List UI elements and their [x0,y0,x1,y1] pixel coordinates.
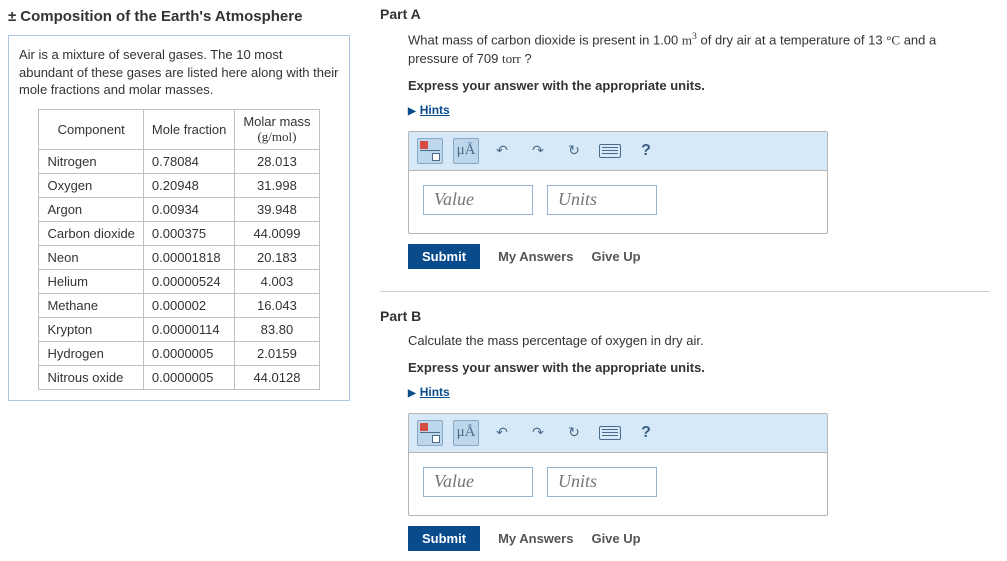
cell-molarmass: 28.013 [235,149,319,173]
cell-molarmass: 20.183 [235,245,319,269]
sidebar-title[interactable]: ±Composition of the Earth's Atmosphere [8,8,350,25]
part-a-toolbar: μÅ ↶ ↷ ↻ ? [409,132,827,171]
part-b-question: Calculate the mass percentage of oxygen … [408,332,990,350]
cell-molefraction: 0.78084 [143,149,234,173]
undo-icon[interactable]: ↶ [489,138,515,164]
part-a-instruct: Express your answer with the appropriate… [408,78,990,93]
part-b-toolbar: μÅ ↶ ↷ ↻ ? [409,414,827,453]
part-b-label: Part B [380,308,990,324]
cell-component: Carbon dioxide [39,221,143,245]
cell-molefraction: 0.0000005 [143,365,234,389]
part-a-label: Part A [380,6,990,22]
cell-molarmass: 2.0159 [235,341,319,365]
table-row: Nitrogen0.7808428.013 [39,149,319,173]
keyboard-icon[interactable] [597,420,623,446]
part-a-giveup-link[interactable]: Give Up [591,249,640,264]
cell-molefraction: 0.00000524 [143,269,234,293]
part-b-instruct: Express your answer with the appropriate… [408,360,990,375]
cell-component: Krypton [39,317,143,341]
cell-molefraction: 0.0000005 [143,341,234,365]
table-row: Hydrogen0.00000052.0159 [39,341,319,365]
part-b-giveup-link[interactable]: Give Up [591,531,640,546]
table-row: Oxygen0.2094831.998 [39,173,319,197]
cell-molefraction: 0.00934 [143,197,234,221]
table-row: Krypton0.0000011483.80 [39,317,319,341]
cell-component: Hydrogen [39,341,143,365]
table-row: Nitrous oxide0.000000544.0128 [39,365,319,389]
part-a-submit-button[interactable]: Submit [408,244,480,269]
special-chars-icon[interactable]: μÅ [453,420,479,446]
special-chars-icon[interactable]: μÅ [453,138,479,164]
cell-component: Oxygen [39,173,143,197]
reset-icon[interactable]: ↻ [561,420,587,446]
cell-molarmass: 44.0128 [235,365,319,389]
collapse-icon[interactable]: ± [8,8,16,25]
cell-molefraction: 0.000002 [143,293,234,317]
cell-molefraction: 0.00000114 [143,317,234,341]
part-b-value-input[interactable] [423,467,533,497]
part-a-answer-box: μÅ ↶ ↷ ↻ ? [408,131,828,234]
help-icon[interactable]: ? [633,138,659,164]
fraction-template-icon[interactable] [417,420,443,446]
th-molarmass: Molar mass (g/mol) [235,109,319,149]
fraction-template-icon[interactable] [417,138,443,164]
intro-text: Air is a mixture of several gases. The 1… [19,46,339,99]
cell-molarmass: 4.003 [235,269,319,293]
table-row: Methane0.00000216.043 [39,293,319,317]
cell-molefraction: 0.000375 [143,221,234,245]
cell-component: Nitrogen [39,149,143,173]
undo-icon[interactable]: ↶ [489,420,515,446]
th-molefraction: Mole fraction [143,109,234,149]
cell-molarmass: 83.80 [235,317,319,341]
cell-molarmass: 44.0099 [235,221,319,245]
help-icon[interactable]: ? [633,420,659,446]
cell-component: Argon [39,197,143,221]
chevron-right-icon: ▶ [408,388,416,399]
part-b-answer-box: μÅ ↶ ↷ ↻ ? [408,413,828,516]
cell-molefraction: 0.00001818 [143,245,234,269]
cell-molarmass: 39.948 [235,197,319,221]
divider [380,291,990,292]
cell-molefraction: 0.20948 [143,173,234,197]
table-row: Helium0.000005244.003 [39,269,319,293]
cell-molarmass: 31.998 [235,173,319,197]
cell-component: Nitrous oxide [39,365,143,389]
sidebar-title-text: Composition of the Earth's Atmosphere [20,8,302,25]
chevron-right-icon: ▶ [408,106,416,117]
keyboard-icon[interactable] [597,138,623,164]
table-row: Neon0.0000181820.183 [39,245,319,269]
part-b-units-input[interactable] [547,467,657,497]
table-row: Argon0.0093439.948 [39,197,319,221]
redo-icon[interactable]: ↷ [525,420,551,446]
part-b-submit-button[interactable]: Submit [408,526,480,551]
cell-component: Helium [39,269,143,293]
cell-molarmass: 16.043 [235,293,319,317]
table-row: Carbon dioxide0.00037544.0099 [39,221,319,245]
part-b-myanswers-link[interactable]: My Answers [498,531,573,546]
composition-table: Component Mole fraction Molar mass (g/mo… [38,109,319,390]
cell-component: Methane [39,293,143,317]
part-a-myanswers-link[interactable]: My Answers [498,249,573,264]
part-a-hints-link[interactable]: ▶Hints [408,103,990,117]
part-a-question: What mass of carbon dioxide is present i… [408,30,990,68]
part-a-value-input[interactable] [423,185,533,215]
part-b-hints-link[interactable]: ▶Hints [408,385,990,399]
reset-icon[interactable]: ↻ [561,138,587,164]
redo-icon[interactable]: ↷ [525,138,551,164]
info-panel: Air is a mixture of several gases. The 1… [8,35,350,401]
th-component: Component [39,109,143,149]
cell-component: Neon [39,245,143,269]
part-a-units-input[interactable] [547,185,657,215]
